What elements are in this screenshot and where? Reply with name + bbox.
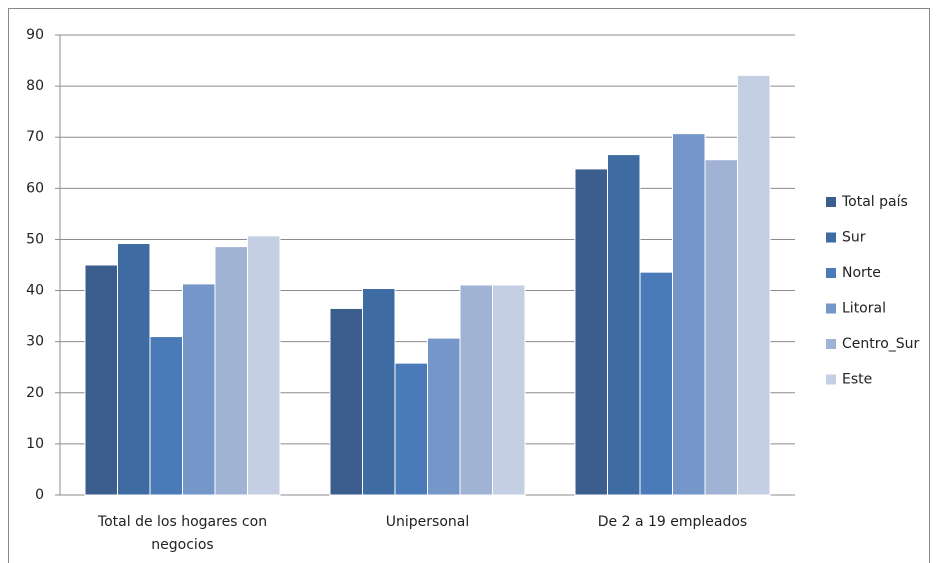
y-tick-label: 50 [26, 231, 44, 247]
y-tick-label: 80 [26, 78, 44, 94]
y-tick-label: 60 [26, 180, 44, 196]
y-tick-label: 20 [26, 385, 44, 401]
bar [459, 284, 493, 496]
bar [362, 288, 396, 496]
bar [607, 154, 641, 496]
x-tick-label: De 2 a 19 empleados [597, 514, 748, 530]
bar [182, 283, 216, 496]
x-tick-label: Unipersonal [385, 514, 470, 530]
legend-swatch [826, 197, 836, 207]
legend-swatch [826, 268, 836, 278]
y-tick-label: 0 [35, 487, 44, 503]
bar [84, 264, 118, 496]
bar [672, 133, 706, 496]
legend-label: Litoral [842, 301, 886, 317]
chart-frame [8, 8, 930, 563]
legend-swatch [826, 374, 836, 385]
y-tick-label: 70 [26, 129, 44, 145]
bar [427, 337, 461, 496]
legend-label: Centro_Sur [842, 336, 920, 352]
legend-label: Norte [842, 265, 881, 281]
legend-swatch [826, 339, 836, 349]
bar [574, 168, 608, 496]
legend-label: Total país [841, 194, 908, 210]
y-tick-label: 30 [26, 334, 44, 350]
y-tick-label: 10 [26, 436, 44, 452]
bar [329, 307, 363, 496]
bar [149, 336, 183, 496]
x-tick-label: Total de los hogares con negocios [97, 514, 268, 553]
legend-label: Sur [842, 230, 866, 246]
bar [214, 246, 248, 496]
bar [492, 284, 526, 496]
legend-swatch [826, 232, 836, 243]
bar [704, 159, 738, 496]
legend-label: Este [842, 372, 872, 388]
legend-swatch [826, 303, 836, 314]
bar [247, 235, 281, 496]
bar [394, 362, 428, 496]
bar [737, 74, 771, 496]
y-tick-label: 90 [26, 27, 44, 43]
bar [639, 271, 673, 496]
y-tick-label: 40 [26, 283, 44, 299]
bar [117, 243, 151, 496]
